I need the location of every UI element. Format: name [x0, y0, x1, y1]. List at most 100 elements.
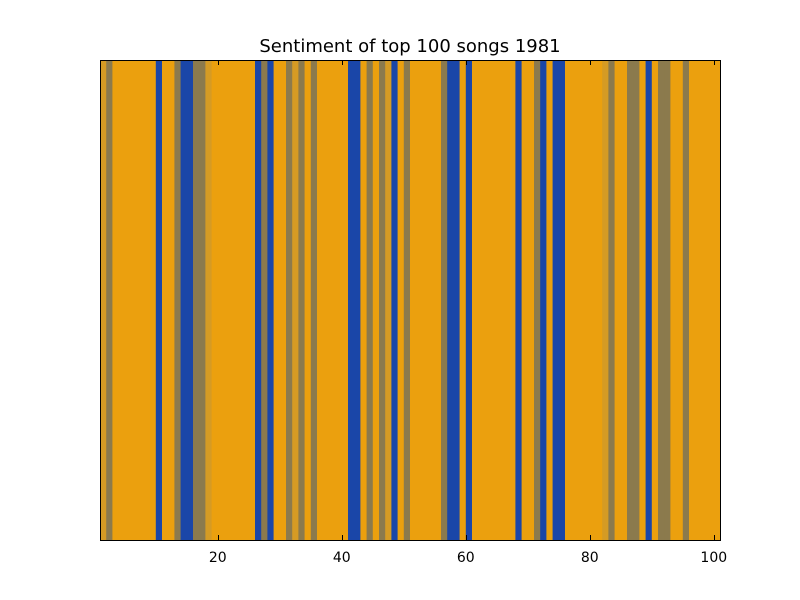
sentiment-bar: [124, 60, 132, 540]
x-tick-label: 100: [700, 550, 727, 566]
sentiment-bar: [310, 60, 318, 540]
sentiment-bar: [422, 60, 429, 540]
sentiment-bar: [335, 60, 343, 540]
sentiment-bar: [199, 60, 206, 540]
sentiment-bar: [484, 60, 491, 540]
sentiment-bar: [348, 60, 355, 540]
sentiment-bar: [366, 60, 374, 540]
sentiment-bar: [230, 60, 237, 540]
sentiment-bar: [527, 60, 535, 540]
sentiment-bar: [112, 60, 119, 540]
sentiment-bar: [224, 60, 231, 540]
sentiment-bar: [571, 60, 578, 540]
chart-title: Sentiment of top 100 songs 1981: [259, 36, 560, 57]
sentiment-bar: [385, 60, 392, 540]
x-tick-label: 40: [333, 550, 351, 566]
x-tick-label: 80: [581, 550, 599, 566]
sentiment-bar: [670, 60, 677, 540]
sentiment-bar: [205, 60, 212, 540]
sentiment-bar: [540, 60, 547, 540]
sentiment-bar: [577, 60, 584, 540]
sentiment-bar: [248, 60, 256, 540]
sentiment-bar: [217, 60, 225, 540]
sentiment-bar: [608, 60, 615, 540]
sentiment-bar: [372, 60, 380, 540]
sentiment-bar: [558, 60, 566, 540]
sentiment-bar: [193, 60, 200, 540]
sentiment-bar: [521, 60, 529, 540]
plot-frame: [100, 60, 721, 541]
sentiment-bar: [155, 60, 163, 540]
sentiment-bar: [273, 60, 281, 540]
sentiment-bar: [465, 60, 473, 540]
sentiment-bar: [174, 60, 181, 540]
sentiment-bar: [552, 60, 560, 540]
sentiment-bar: [496, 60, 504, 540]
x-tick-label: 20: [209, 550, 227, 566]
sentiment-bar: [583, 60, 591, 540]
sentiment-bar: [546, 60, 553, 540]
sentiment-bar: [515, 60, 522, 540]
sentiment-bar: [267, 60, 274, 540]
sentiment-bar: [410, 60, 417, 540]
sentiment-bar: [633, 60, 640, 540]
sentiment-bar: [106, 60, 113, 540]
sentiment-bar: [261, 60, 268, 540]
sentiment-bar: [242, 60, 250, 540]
sentiment-bar: [478, 60, 485, 540]
sentiment-bar: [596, 60, 603, 540]
sentiment-bar: [658, 60, 665, 540]
sentiment-bar: [292, 60, 299, 540]
sentiment-bar: [279, 60, 287, 540]
sentiment-bar: [441, 60, 448, 540]
sentiment-bar: [627, 60, 634, 540]
sentiment-bar: [329, 60, 336, 540]
bars-group: [100, 60, 721, 540]
sentiment-bar: [137, 60, 144, 540]
sentiment-bar: [354, 60, 361, 540]
sentiment-bar: [689, 60, 696, 540]
sentiment-bar: [100, 60, 107, 540]
sentiment-bar: [434, 60, 442, 540]
sentiment-bar: [490, 60, 498, 540]
sentiment-bar: [391, 60, 398, 540]
sentiment-bar: [168, 60, 175, 540]
sentiment-bar: [211, 60, 219, 540]
sentiment-bar: [180, 60, 188, 540]
sentiment-bar: [645, 60, 653, 540]
sentiment-bar: [651, 60, 659, 540]
sentiment-bar: [707, 60, 715, 540]
sentiment-bar: [428, 60, 436, 540]
sentiment-bar: [298, 60, 305, 540]
sentiment-bar: [695, 60, 702, 540]
sentiment-bar: [676, 60, 684, 540]
sentiment-bar: [589, 60, 597, 540]
x-axis: 20 40 60 80 100: [209, 60, 727, 566]
sentiment-bar: [509, 60, 516, 540]
sentiment-bar: [186, 60, 194, 540]
sentiment-bar: [323, 60, 330, 540]
sentiment-bar: [379, 60, 386, 540]
sentiment-bar: [304, 60, 312, 540]
sentiment-bar: [341, 60, 349, 540]
sentiment-bar: [534, 60, 541, 540]
sentiment-bar: [286, 60, 293, 540]
sentiment-bar: [620, 60, 628, 540]
sentiment-bar: [149, 60, 157, 540]
x-tick-label: 60: [457, 550, 475, 566]
sentiment-bar: [255, 60, 262, 540]
sentiment-bar: [131, 60, 138, 540]
sentiment-bar: [162, 60, 169, 540]
sentiment-bar: [713, 60, 721, 540]
sentiment-bar: [143, 60, 150, 540]
sentiment-bar: [639, 60, 646, 540]
sentiment-bar: [416, 60, 423, 540]
sentiment-bar: [459, 60, 467, 540]
sentiment-bar: [472, 60, 479, 540]
sentiment-bar: [602, 60, 609, 540]
sentiment-bar: [118, 60, 126, 540]
sentiment-bar: [701, 60, 708, 540]
sentiment-bar: [453, 60, 460, 540]
sentiment-bar: [236, 60, 243, 540]
